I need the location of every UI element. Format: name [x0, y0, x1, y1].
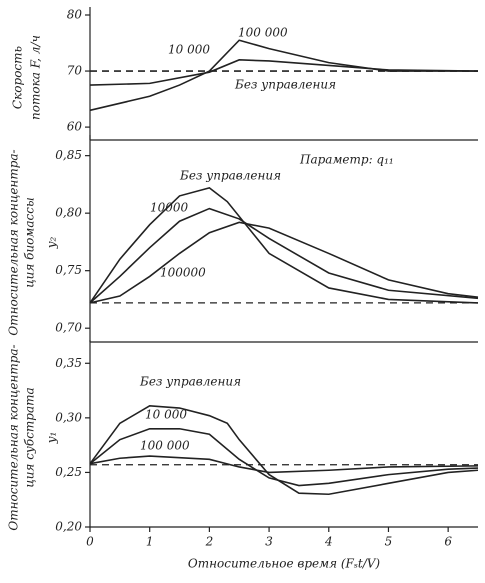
x-axis-label: Относительное время (Fₛt/V): [188, 557, 381, 571]
series-label: Без управления: [139, 375, 241, 389]
y-axis-label: Относительная концентра-: [7, 149, 21, 335]
series-label: 10000: [150, 201, 189, 215]
y-axis-label: ция биомассы: [23, 197, 37, 287]
x-tick-label: 0: [86, 535, 94, 549]
line-series: [89, 455, 479, 474]
y-tick-label: 80: [67, 8, 83, 22]
series-label: 10 000: [168, 43, 210, 57]
series-label: 10 000: [145, 408, 187, 422]
series-label: 100000: [160, 266, 206, 280]
x-tick-label: 5: [385, 535, 393, 549]
y-axis-label: y₂: [45, 237, 59, 250]
y-tick-label: 0,80: [55, 206, 82, 220]
y-tick-label: 0,35: [55, 356, 82, 370]
series-label: Без управления: [179, 169, 281, 183]
x-tick-label: 1: [146, 535, 154, 549]
series-label: 100 000: [238, 26, 288, 40]
line-series: [89, 39, 478, 112]
line-series: [89, 186, 479, 304]
y-tick-label: 70: [67, 64, 83, 78]
line-series: [89, 221, 479, 304]
y-axis-label: ция субстрата: [23, 387, 37, 487]
line-series: [89, 405, 479, 496]
y-axis-label: потока F, л/ч: [29, 35, 43, 120]
series-label: Без управления: [234, 78, 336, 92]
y-axis-label: Относительная концентра-: [7, 344, 21, 530]
x-tick-label: 3: [265, 535, 273, 549]
y-tick-label: 0,85: [55, 148, 82, 162]
y-tick-label: 0,70: [55, 321, 82, 335]
y-tick-label: 60: [67, 120, 83, 134]
line-series: [89, 427, 479, 487]
y-tick-label: 0,25: [55, 465, 82, 479]
y-tick-label: 0,20: [55, 520, 82, 534]
y-tick-label: 0,75: [55, 263, 82, 277]
x-tick-label: 6: [444, 535, 452, 549]
x-tick-label: 4: [324, 535, 333, 549]
x-tick-label: 2: [205, 535, 214, 549]
line-series: [89, 207, 479, 304]
y-axis-label: Скорость: [11, 46, 25, 109]
y-tick-label: 0,30: [55, 410, 82, 424]
y-axis-label: y₁: [45, 432, 59, 445]
series-label: 100 000: [140, 439, 190, 453]
annotation: Параметр: q₁₁: [299, 153, 394, 167]
